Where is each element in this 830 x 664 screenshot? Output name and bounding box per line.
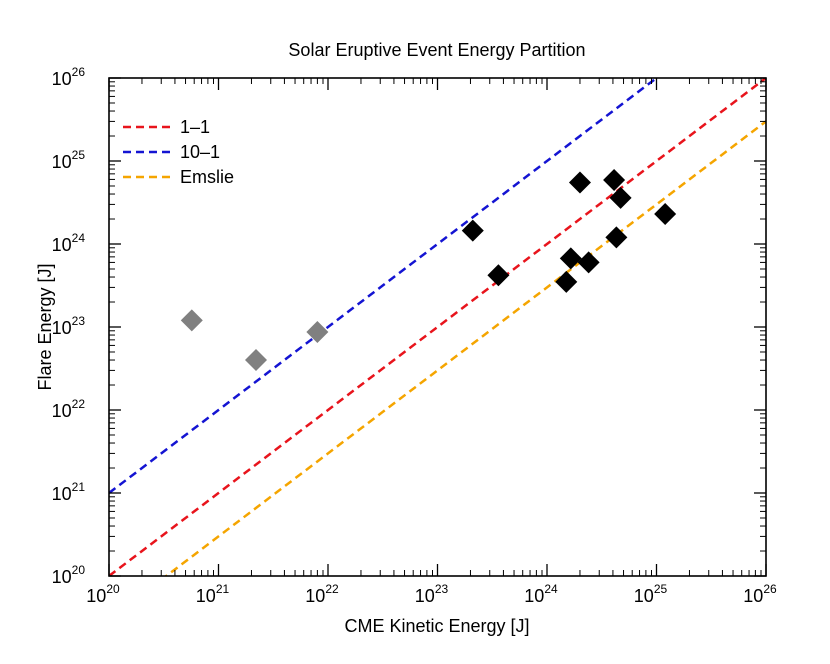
y-tick-label-0: 1020 [52,563,86,587]
point-1-8 [605,226,628,249]
legend-label-1-1: 1–1 [180,117,210,137]
point-0-0 [180,309,203,332]
reference-lines [109,78,766,576]
point-1-0 [461,219,484,242]
y-axis-ticks: 1020 1021 1022 1023 1024 1025 1026 [52,65,766,587]
point-1-9 [654,202,677,225]
data-points [180,169,677,372]
ref-line-2 [164,120,766,576]
chart-title: Solar Eruptive Event Energy Partition [288,40,585,60]
x-tick-label-5: 1025 [634,582,668,606]
y-axis-label: Flare Energy [J] [35,263,55,390]
y-tick-label-1: 1021 [52,480,86,504]
x-tick-label-1: 1021 [196,582,230,606]
point-0-1 [244,349,267,372]
point-1-1 [487,264,510,287]
x-tick-label-6: 1026 [743,582,777,606]
ref-line-0 [109,78,766,576]
legend: 1–1 10–1 Emslie [123,117,234,187]
point-1-3 [559,247,582,270]
x-axis-label: CME Kinetic Energy [J] [344,616,529,636]
legend-label-emslie: Emslie [180,167,234,187]
x-tick-label-2: 1022 [305,582,339,606]
x-tick-label-0: 1020 [86,582,120,606]
y-tick-label-3: 1023 [52,314,86,338]
point-1-4 [577,251,600,274]
x-tick-label-3: 1023 [415,582,449,606]
legend-label-10-1: 10–1 [180,142,220,162]
x-tick-label-4: 1024 [524,582,558,606]
point-1-2 [555,270,578,293]
point-0-2 [306,321,329,344]
point-1-7 [609,186,632,209]
point-1-6 [603,169,626,192]
y-tick-label-5: 1025 [52,148,86,172]
y-tick-label-4: 1024 [52,231,86,255]
y-tick-label-2: 1022 [52,397,86,421]
y-tick-label-6: 1026 [52,65,86,89]
ref-line-1 [109,78,659,494]
point-1-5 [568,171,591,194]
